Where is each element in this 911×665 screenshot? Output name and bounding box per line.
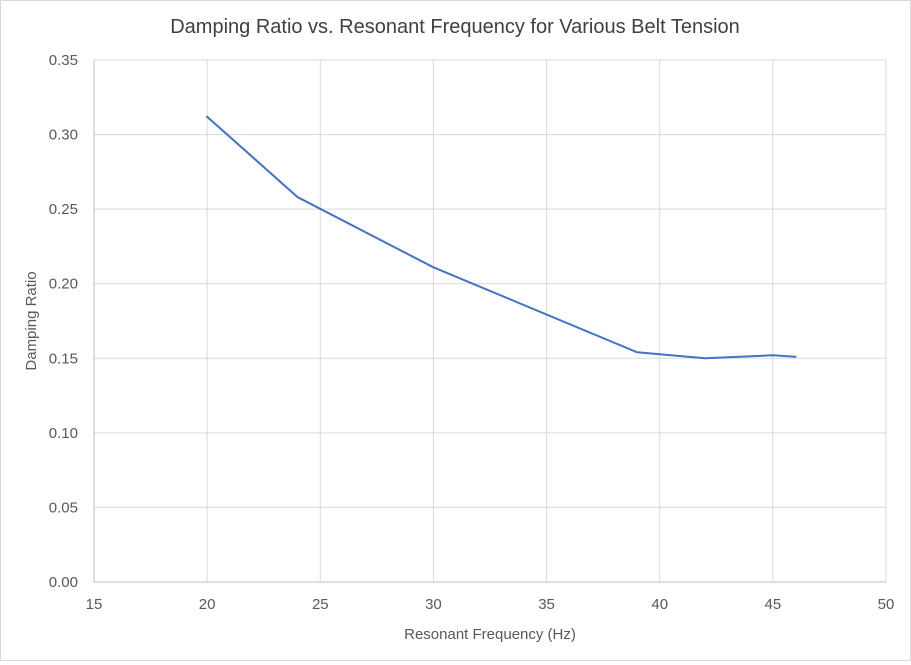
y-tick-label: 0.05: [49, 499, 78, 516]
y-tick-label: 0.10: [49, 425, 78, 442]
grid-lines: [94, 59, 887, 582]
y-tick-label: 0.25: [49, 201, 78, 218]
axes: [93, 60, 886, 583]
y-tick-label: 0.35: [49, 52, 78, 69]
x-tick-label: 30: [425, 596, 442, 613]
series-line: [206, 115, 797, 360]
x-axis-title: Resonant Frequency (Hz): [404, 626, 576, 643]
series-layer: [206, 115, 797, 360]
x-tick-label: 40: [651, 596, 668, 613]
x-tick-label: 15: [86, 596, 103, 613]
y-tick-label: 0.00: [49, 574, 78, 591]
y-tick-label: 0.30: [49, 127, 78, 144]
y-tick-label: 0.15: [49, 350, 78, 367]
tick-labels: 15 20 25 30 35 40 45 50 0.00 0.05 0.10 0.15 0.20 0.25…: [49, 52, 895, 613]
x-tick-label: 50: [878, 596, 895, 613]
y-tick-label: 0.20: [49, 276, 78, 293]
x-tick-label: 20: [199, 596, 216, 613]
y-axis-title: Damping Ratio: [23, 271, 40, 370]
x-tick-label: 45: [765, 596, 782, 613]
chart-title: Damping Ratio vs. Resonant Frequency for…: [170, 16, 740, 38]
x-tick-label: 35: [538, 596, 555, 613]
x-tick-label: 25: [312, 596, 329, 613]
